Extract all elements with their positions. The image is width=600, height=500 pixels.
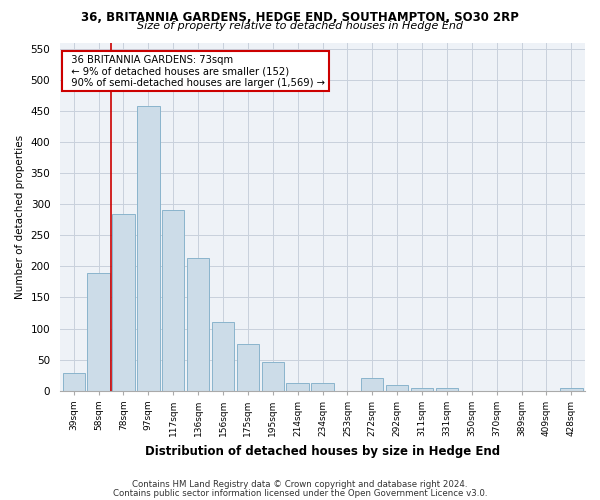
Bar [88, 272, 110, 391]
Bar [112, 214, 134, 391]
Bar [187, 258, 209, 391]
Bar [162, 210, 184, 391]
Bar [286, 382, 309, 391]
Bar [137, 106, 160, 391]
Text: 36 BRITANNIA GARDENS: 73sqm
  ← 9% of detached houses are smaller (152)
  90% of: 36 BRITANNIA GARDENS: 73sqm ← 9% of deta… [65, 54, 325, 88]
Text: 36, BRITANNIA GARDENS, HEDGE END, SOUTHAMPTON, SO30 2RP: 36, BRITANNIA GARDENS, HEDGE END, SOUTHA… [81, 11, 519, 24]
Bar [236, 344, 259, 391]
Y-axis label: Number of detached properties: Number of detached properties [15, 134, 25, 298]
Bar [62, 374, 85, 391]
Bar [361, 378, 383, 391]
Text: Contains public sector information licensed under the Open Government Licence v3: Contains public sector information licen… [113, 488, 487, 498]
Text: Size of property relative to detached houses in Hedge End: Size of property relative to detached ho… [137, 21, 463, 31]
Bar [560, 388, 583, 391]
Bar [411, 388, 433, 391]
Bar [262, 362, 284, 391]
Text: Contains HM Land Registry data © Crown copyright and database right 2024.: Contains HM Land Registry data © Crown c… [132, 480, 468, 489]
Bar [386, 384, 409, 391]
Bar [311, 384, 334, 391]
Bar [212, 322, 234, 391]
Bar [436, 388, 458, 391]
X-axis label: Distribution of detached houses by size in Hedge End: Distribution of detached houses by size … [145, 444, 500, 458]
